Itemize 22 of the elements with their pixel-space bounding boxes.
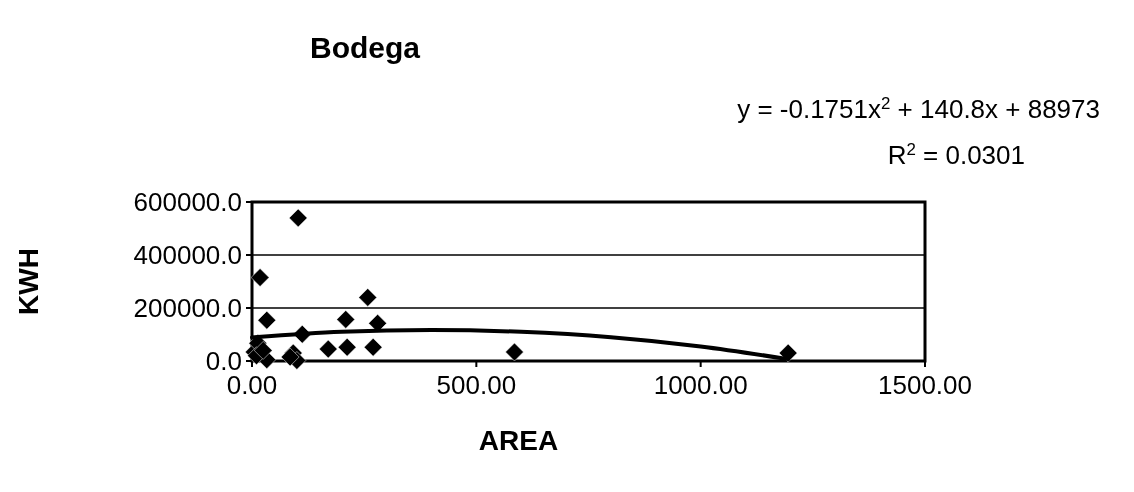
point — [288, 208, 308, 228]
text: y = -0.1751x$^{2}$ + 140.8x + 88973 — [737, 93, 1100, 124]
point — [250, 268, 270, 287]
x-tick-label: 500.00 — [436, 370, 517, 400]
point — [257, 310, 277, 330]
y-axis-title: KWH — [13, 248, 44, 315]
y-tick-label: 400000.0 — [133, 240, 242, 270]
point — [337, 337, 357, 357]
point — [778, 343, 798, 363]
chart-title: Bodega — [309, 31, 421, 64]
point — [358, 288, 378, 307]
x-tick-label: 1000.00 — [653, 370, 748, 400]
point — [253, 341, 273, 360]
point — [363, 337, 383, 357]
x-axis-title: AREA — [478, 425, 559, 456]
text: R$^{2}$ = 0.0301 — [887, 139, 1025, 170]
x-tick-label: 1500.00 — [878, 370, 972, 400]
point — [505, 342, 524, 362]
point — [336, 310, 356, 329]
y-tick-label: 200000.0 — [133, 293, 242, 323]
y-tick-label: 600000.0 — [133, 187, 242, 217]
point — [319, 339, 338, 359]
